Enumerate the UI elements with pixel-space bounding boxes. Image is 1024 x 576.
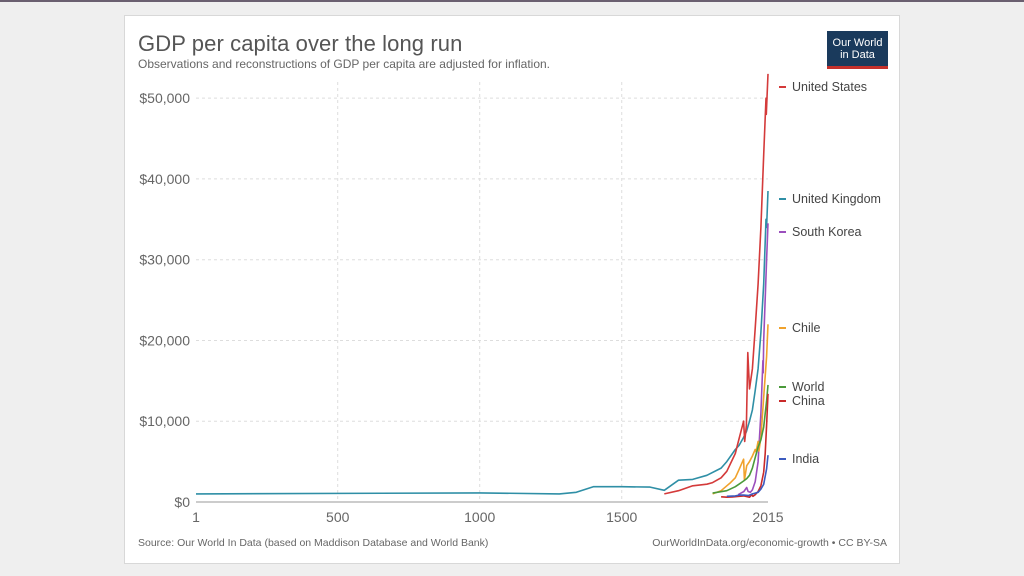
series-lines	[195, 73, 769, 499]
series-labels: United States United Kingdom South Korea Ch…	[779, 80, 881, 466]
legend-label: India	[792, 452, 819, 466]
x-tick-label: 500	[326, 509, 350, 525]
series-line-united-kingdom[interactable]	[195, 190, 769, 495]
legend-label: South Korea	[792, 225, 862, 239]
chart-card: GDP per capita over the long run Observa…	[124, 15, 900, 564]
owid-logo[interactable]: Our World in Data	[827, 31, 888, 69]
grid-lines	[196, 82, 768, 502]
x-tick-label: 1500	[606, 509, 637, 525]
series-line-united-states[interactable]	[664, 73, 769, 495]
series-line-south-korea[interactable]	[737, 223, 769, 496]
chart-subtitle: Observations and reconstructions of GDP …	[138, 57, 551, 71]
x-tick-label: 1	[192, 509, 200, 525]
logo-accent-bar	[827, 66, 888, 69]
legend-label: Chile	[792, 321, 821, 335]
series-line-china[interactable]	[721, 393, 769, 499]
legend-label: China	[792, 394, 825, 408]
x-tick-label: 1000	[464, 509, 495, 525]
logo-line-2: in Data	[840, 49, 875, 61]
series-line-world[interactable]	[712, 384, 769, 494]
y-tick-label: $50,000	[139, 90, 190, 106]
logo-line-1: Our World	[832, 37, 883, 49]
license-link[interactable]: OurWorldInData.org/economic-growth • CC …	[652, 537, 887, 549]
source-note: Source: Our World In Data (based on Madd…	[138, 537, 489, 549]
y-tick-label: $10,000	[139, 413, 190, 429]
legend-label: United States	[792, 80, 867, 94]
chart-title: GDP per capita over the long run	[138, 31, 463, 56]
y-tick-label: $20,000	[139, 332, 190, 348]
legend-label: World	[792, 380, 824, 394]
y-tick-label: $40,000	[139, 171, 190, 187]
y-tick-label: $0	[174, 494, 190, 510]
top-border	[0, 0, 1024, 2]
x-tick-label: 2015	[752, 509, 783, 525]
series-line-india[interactable]	[726, 455, 769, 498]
legend-label: United Kingdom	[792, 192, 881, 206]
y-tick-label: $30,000	[139, 252, 190, 268]
